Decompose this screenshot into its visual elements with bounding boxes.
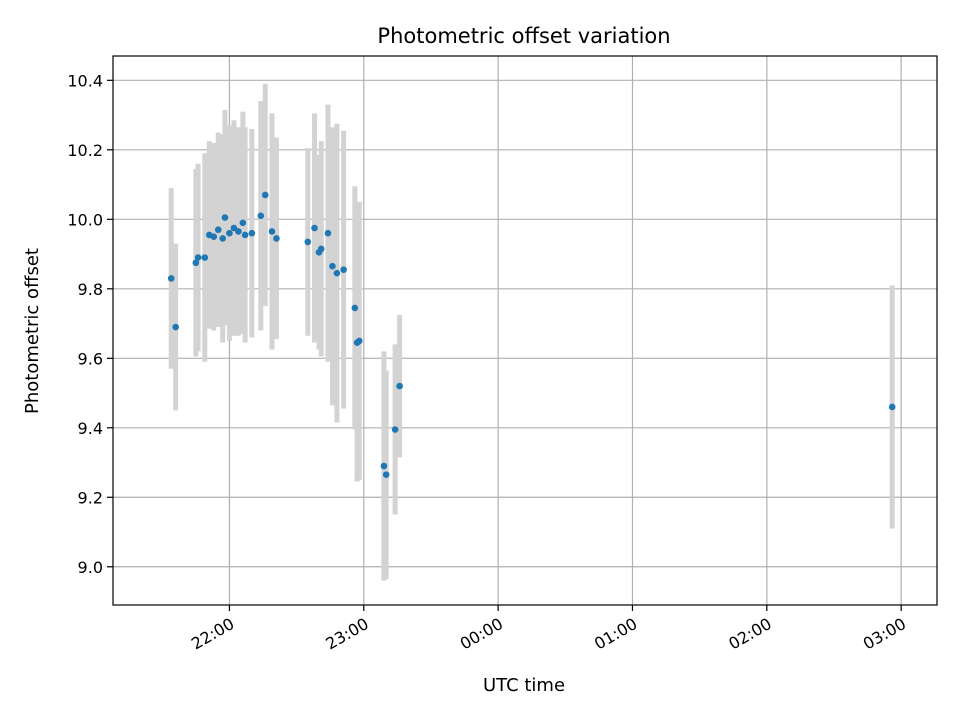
data-point — [396, 382, 403, 390]
data-points — [167, 191, 896, 478]
data-point — [239, 219, 247, 227]
data-point — [194, 254, 202, 261]
y-tick-label: 9.4 — [78, 419, 103, 438]
data-point — [382, 471, 390, 478]
y-axis: 9.0 9.2 9.4 9.6 9.8 10.0 10.2 10.4 — [67, 71, 113, 577]
y-tick-label: 9.2 — [78, 488, 103, 507]
data-point — [219, 235, 227, 242]
data-point — [340, 266, 347, 273]
data-point — [311, 224, 318, 232]
data-point — [221, 214, 229, 221]
data-point — [210, 233, 218, 240]
data-point — [257, 212, 265, 220]
data-point — [226, 229, 233, 237]
data-point — [391, 426, 399, 433]
data-point — [317, 245, 325, 253]
x-axis-label: UTC time — [483, 675, 565, 696]
data-point — [351, 304, 359, 312]
data-point — [333, 269, 341, 277]
data-point — [241, 231, 249, 239]
data-point — [268, 228, 276, 235]
data-point — [235, 228, 242, 235]
data-point — [201, 254, 209, 261]
data-point — [214, 226, 222, 234]
y-tick-label: 10.0 — [67, 210, 103, 229]
chart-title: Photometric offset variation — [377, 24, 670, 48]
y-tick-label: 10.4 — [67, 71, 103, 90]
data-point — [172, 323, 179, 331]
y-axis-label: Photometric offset — [22, 248, 43, 414]
data-point — [380, 462, 388, 470]
y-tick-label: 9.6 — [78, 349, 103, 368]
data-point — [230, 224, 238, 232]
data-point — [192, 259, 200, 267]
plot-frame — [112, 55, 938, 606]
data-point — [167, 275, 175, 282]
y-tick-label: 10.2 — [67, 141, 103, 160]
data-point — [329, 262, 336, 270]
data-point — [273, 235, 280, 242]
data-point — [888, 403, 896, 411]
data-point — [324, 229, 332, 237]
data-point — [304, 238, 312, 246]
data-point — [356, 337, 363, 345]
data-point — [248, 229, 256, 237]
y-tick-label: 9.8 — [78, 280, 103, 299]
data-point — [261, 191, 269, 199]
y-tick-label: 9.0 — [78, 558, 103, 577]
